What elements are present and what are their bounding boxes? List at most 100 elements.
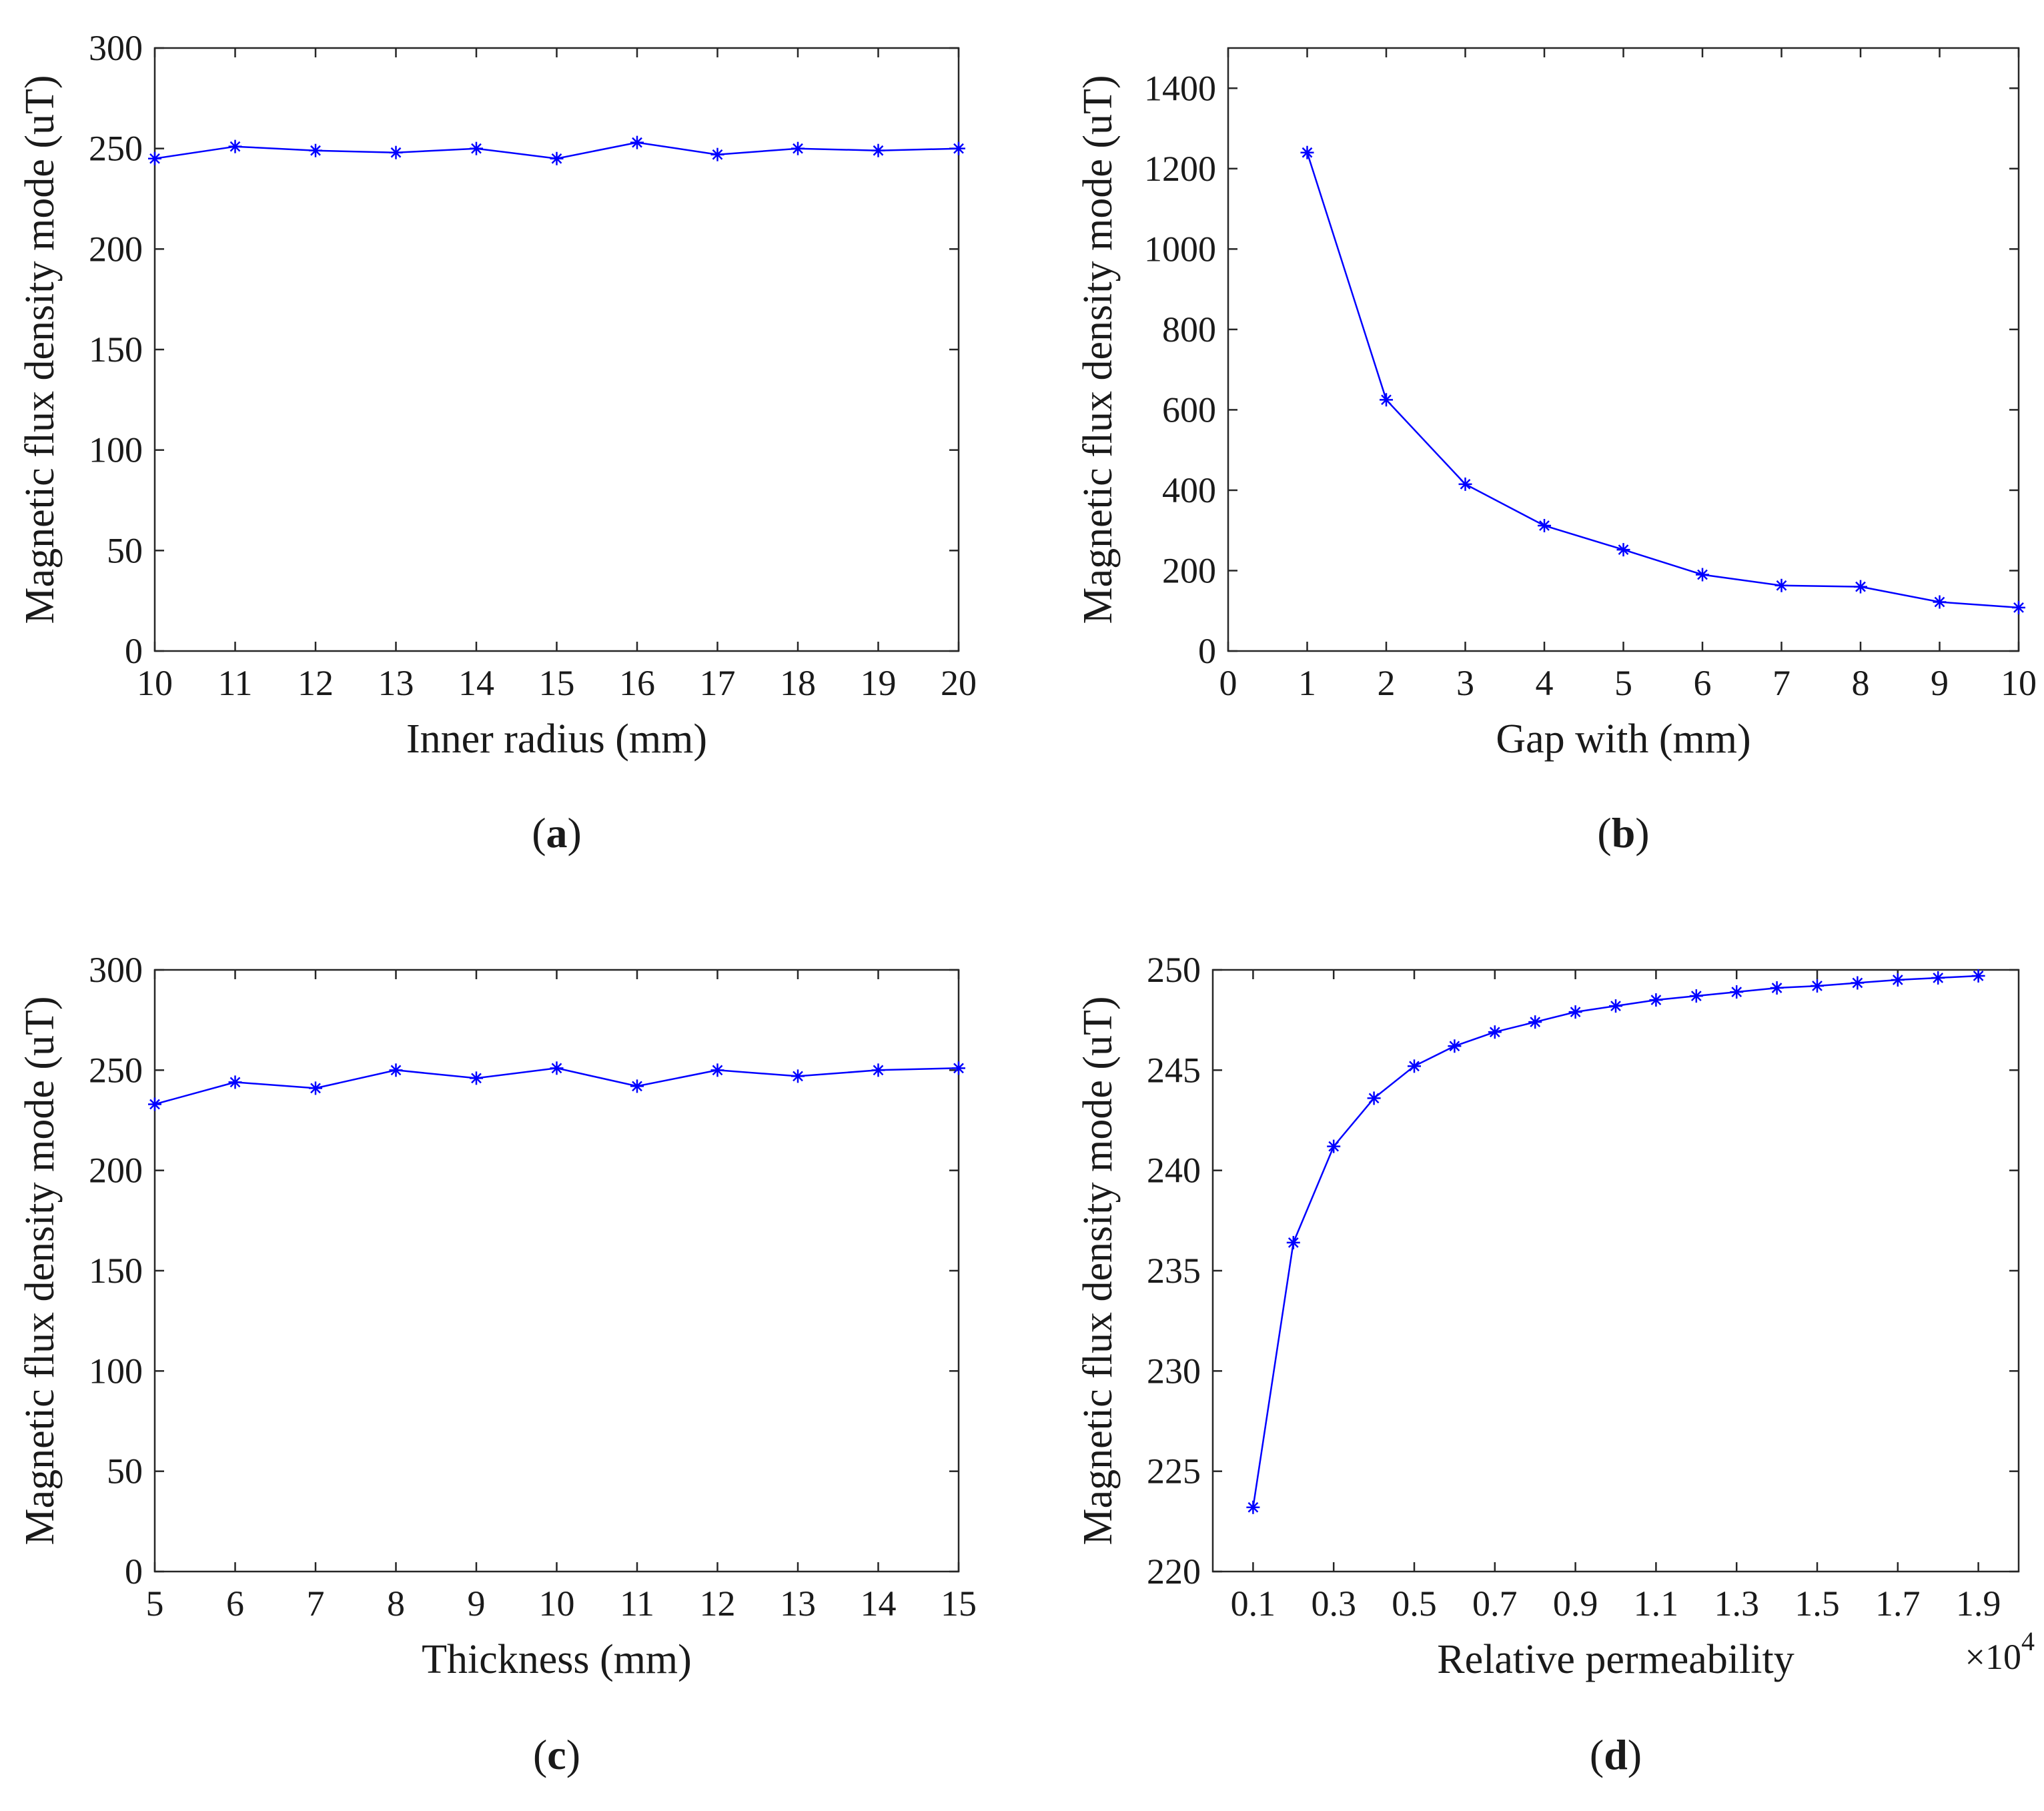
x-tick-label: 5 [1614, 663, 1632, 703]
x-tick-label: 15 [941, 1584, 977, 1624]
x-axis-label: Inner radius (mm) [406, 716, 707, 762]
caption-close-paren: ) [1628, 1731, 1642, 1778]
caption-letter: b [1612, 809, 1636, 856]
data-point-marker [1568, 1005, 1582, 1019]
x-tick-label: 1.5 [1795, 1584, 1840, 1624]
data-point-marker [550, 1061, 564, 1075]
data-point-marker [871, 1063, 885, 1077]
x-tick-label: 0.7 [1472, 1584, 1518, 1624]
x-tick-label: 3 [1456, 663, 1474, 703]
x-tick-label: 12 [298, 663, 334, 703]
data-point-marker [1380, 393, 1393, 407]
data-point-marker [228, 139, 242, 153]
data-point-marker [1933, 595, 1947, 609]
y-tick-label: 235 [1147, 1251, 1201, 1291]
y-tick-label: 150 [89, 1251, 143, 1291]
y-tick-label: 0 [1198, 631, 1216, 671]
x-tick-label: 11 [620, 1584, 654, 1624]
data-point-marker [630, 1079, 644, 1093]
x-tick-label: 7 [1772, 663, 1791, 703]
x-tick-label: 9 [468, 1584, 486, 1624]
data-point-marker [1246, 1500, 1260, 1514]
x-tick-label: 10 [137, 663, 173, 703]
data-point-marker [1448, 1039, 1462, 1053]
data-point-marker [791, 141, 805, 155]
y-tick-label: 1200 [1144, 149, 1216, 189]
y-tick-label: 245 [1147, 1050, 1201, 1090]
y-tick-label: 100 [89, 430, 143, 470]
caption-open-paren: ( [532, 809, 546, 856]
x-tick-label: 6 [226, 1584, 244, 1624]
panel-caption: (a) [532, 809, 582, 856]
caption-close-paren: ) [566, 1731, 580, 1778]
x-tick-label: 11 [218, 663, 253, 703]
data-point-marker [1300, 145, 1314, 159]
x-tick-label: 0.5 [1392, 1584, 1437, 1624]
data-point-marker [228, 1075, 242, 1089]
y-tick-label: 250 [89, 1050, 143, 1090]
data-point-marker [1971, 969, 1985, 983]
y-tick-label: 230 [1147, 1351, 1201, 1391]
data-point-marker [871, 143, 885, 157]
x-tick-label: 6 [1694, 663, 1712, 703]
y-tick-label: 250 [1147, 950, 1201, 990]
x-tick-label: 8 [387, 1584, 405, 1624]
y-axis-label: Magnetic flux density mode (uT) [1075, 996, 1121, 1545]
data-point-marker [1408, 1059, 1421, 1073]
y-tick-label: 0 [125, 631, 143, 671]
panel-caption: (d) [1590, 1731, 1642, 1778]
y-tick-label: 150 [89, 330, 143, 370]
data-point-marker [309, 143, 322, 157]
y-tick-label: 200 [89, 1151, 143, 1191]
x-tick-label: 14 [861, 1584, 897, 1624]
x-tick-label: 5 [146, 1584, 164, 1624]
y-tick-label: 1000 [1144, 229, 1216, 269]
data-point-marker [1649, 993, 1663, 1007]
x-tick-label: 0.3 [1311, 1584, 1356, 1624]
chart-panel-c: 5 6 7 8 9 10 11 12 13 14 15050100150200250300Thick… [17, 950, 977, 1778]
data-point-marker [1770, 981, 1784, 995]
x-tick-label: 2 [1378, 663, 1396, 703]
data-point-marker [389, 145, 403, 159]
x-tick-label: 0 [1219, 663, 1237, 703]
caption-letter: a [546, 809, 568, 856]
chart-panel-b: 0 1 2 3 4 5 6 7 8 9 10 0 200 400 600 800 1000 1200 1400 Gap… [1075, 47, 2037, 856]
data-point-marker [1851, 976, 1865, 990]
data-point-marker [148, 151, 161, 165]
y-tick-label: 250 [89, 129, 143, 169]
caption-open-paren: ( [1597, 809, 1611, 856]
y-tick-label: 600 [1162, 390, 1216, 430]
data-point-marker [1616, 543, 1630, 557]
y-tick-label: 50 [107, 530, 143, 570]
y-tick-label: 1400 [1144, 68, 1216, 108]
x-tick-label: 4 [1536, 663, 1554, 703]
caption-close-paren: ) [568, 809, 582, 856]
data-point-marker [1891, 973, 1905, 987]
panel-caption: (b) [1597, 809, 1649, 856]
x-tick-label: 12 [700, 1584, 736, 1624]
series-line [1306, 152, 2019, 609]
data-point-marker [1696, 568, 1709, 582]
data-point-marker [630, 135, 644, 149]
x-tick-label: 13 [780, 1584, 816, 1624]
y-axis-label: Magnetic flux density mode (uT) [17, 996, 63, 1545]
data-point-marker [710, 1063, 724, 1077]
x-tick-label: 13 [378, 663, 414, 703]
data-point-marker [1327, 1139, 1341, 1153]
data-point-marker [952, 141, 965, 155]
data-point-marker [1730, 985, 1744, 999]
y-tick-label: 240 [1147, 1151, 1201, 1191]
data-point-marker [148, 1097, 161, 1111]
data-point-marker [1931, 971, 1945, 985]
data-point-marker [1528, 1015, 1542, 1029]
data-point-marker [1811, 979, 1824, 993]
x-tick-label: 15 [539, 663, 575, 703]
caption-open-paren: ( [1590, 1731, 1604, 1778]
y-tick-label: 225 [1147, 1451, 1201, 1491]
x-axis-label: Gap with (mm) [1496, 716, 1750, 762]
data-point-marker [1458, 477, 1472, 491]
x-tick-label: 19 [861, 663, 897, 703]
data-point-marker [1854, 580, 1867, 594]
x-tick-label: 1 [1298, 663, 1316, 703]
